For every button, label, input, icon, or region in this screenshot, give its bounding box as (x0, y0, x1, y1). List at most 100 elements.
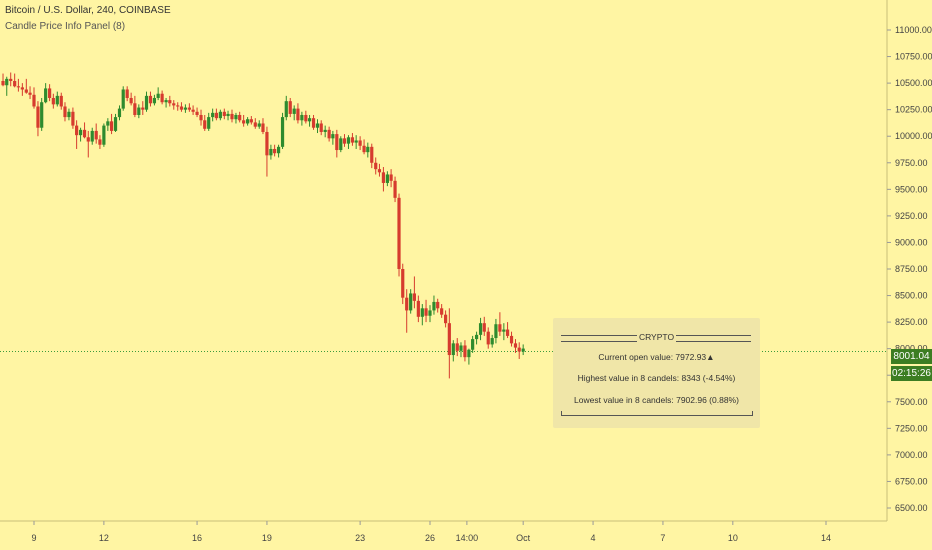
time-axis-label: 7 (660, 533, 665, 543)
candle-body (509, 335, 514, 344)
lowest-value: Lowest value in 8 candels: 7902.96 (0.88… (574, 395, 739, 405)
candle-body (401, 269, 405, 298)
candle-body (129, 97, 133, 104)
price-axis-label: 7500.00 (895, 397, 928, 407)
candle-body (300, 114, 304, 121)
candle-body (24, 89, 28, 93)
candle-body (9, 78, 13, 81)
candle-body (71, 111, 75, 126)
candle-body (455, 343, 459, 351)
candle-body (505, 329, 510, 336)
candle-body (94, 130, 98, 140)
candle-body (121, 89, 125, 109)
candle-body (234, 114, 238, 120)
candle-body (315, 123, 320, 128)
candle-body (222, 111, 226, 117)
candle-body (172, 103, 176, 106)
candle-body (273, 148, 277, 154)
candle-body (440, 308, 444, 315)
candle-body (36, 106, 40, 128)
candle-body (156, 93, 160, 98)
price-axis-label: 10750.00 (895, 52, 932, 62)
time-axis-label: Oct (516, 533, 531, 543)
candle-body (152, 97, 157, 104)
candle-body (331, 134, 335, 139)
candle-body (517, 347, 521, 352)
candle-body (176, 105, 180, 107)
candle-body (412, 293, 416, 301)
candle-body (195, 111, 199, 115)
candle-body (358, 140, 362, 146)
candle-body (59, 95, 63, 107)
price-axis-label: 8250.00 (895, 317, 928, 327)
candle-body (494, 324, 498, 339)
candle-body (498, 324, 502, 332)
highest-value: Highest value in 8 candels: 8343 (-4.54%… (577, 373, 736, 383)
candle-body (339, 138, 343, 151)
candle-body (249, 119, 253, 123)
candle-body (214, 112, 218, 119)
candle-body (133, 103, 137, 115)
candle-body (90, 130, 94, 142)
bar-countdown-tag: 02:15:26 (891, 366, 932, 381)
price-axis-label: 8500.00 (895, 291, 928, 301)
candle-body (28, 92, 32, 95)
candle-body (1, 80, 5, 86)
candle-body (362, 145, 366, 153)
panel-title: CRYPTO (636, 332, 677, 342)
candle-body (226, 113, 230, 117)
candle-body (292, 108, 296, 114)
price-axis-label: 8750.00 (895, 264, 928, 274)
candle-body (265, 131, 269, 156)
candle-body (513, 343, 518, 348)
candle-body (335, 134, 339, 151)
price-axis-label: 6750.00 (895, 476, 928, 486)
candle-body (381, 172, 386, 183)
candle-body (474, 334, 479, 340)
candle-body (183, 107, 188, 110)
candle-body (490, 338, 494, 345)
time-axis-label: 4 (591, 533, 596, 543)
candle-body (238, 114, 242, 121)
candle-body (459, 345, 463, 351)
candle-body (55, 95, 59, 105)
candle-body (218, 111, 222, 119)
candle-body (137, 107, 141, 115)
candle-body (242, 120, 246, 124)
candle-body (323, 129, 327, 132)
candle-body (444, 314, 448, 324)
candle-body (179, 106, 184, 110)
candle-body (191, 109, 195, 112)
price-axis-label: 9000.00 (895, 237, 928, 247)
candle-body (467, 349, 471, 358)
candle-body (377, 169, 382, 173)
price-axis-label: 10000.00 (895, 131, 932, 141)
candle-body (5, 78, 9, 86)
candle-body (67, 111, 71, 118)
candle-body (160, 93, 164, 103)
candle-body (261, 123, 265, 132)
candle-body (44, 88, 48, 103)
candle-body (482, 323, 486, 332)
candle-body (187, 107, 191, 110)
candle-body (311, 118, 316, 128)
candle-body (428, 310, 432, 316)
price-axis-label: 10250.00 (895, 105, 932, 115)
candle-body (436, 301, 440, 309)
candle-body (63, 106, 67, 118)
candle-body (389, 174, 393, 181)
time-axis-label: 26 (425, 533, 435, 543)
candle-body (253, 122, 257, 127)
candle-body (148, 95, 153, 104)
candle-body (463, 345, 467, 358)
panel-bottom-bracket (561, 411, 753, 416)
price-axis-label: 9500.00 (895, 184, 928, 194)
candle-body (385, 174, 389, 183)
candle-body (416, 300, 420, 317)
candle-body (478, 323, 483, 335)
candle-body (32, 94, 36, 107)
candle-body (141, 107, 145, 110)
current-open-value: Current open value: 7972.93▲ (598, 352, 715, 362)
